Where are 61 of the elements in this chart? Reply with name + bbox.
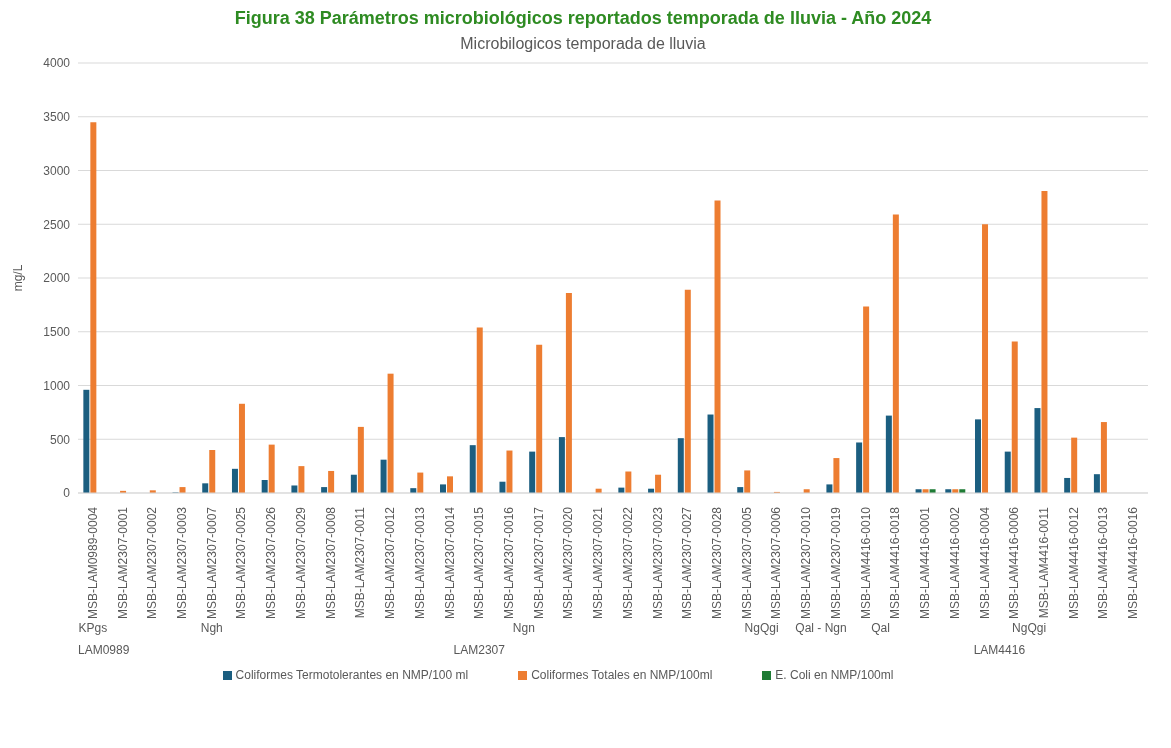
y-tick-label: 0 (63, 486, 71, 501)
x-tick-label: MSB-LAM2307-0026 (264, 506, 279, 620)
x-tick-label: MSB-LAM2307-0015 (472, 506, 487, 620)
x-tick-label: MSB-LAM2307-0014 (442, 506, 457, 620)
x-tick-label: MSB-LAM2307-0021 (591, 506, 606, 620)
x-tick-label: MSB-LAM4416-0006 (1007, 506, 1022, 620)
x-tick-label: MSB-LAM2307-0027 (680, 506, 695, 620)
text: Qal (870, 621, 891, 635)
text: KPgs (78, 621, 108, 635)
x-tick-label: MSB-LAM4416-0002 (947, 506, 962, 620)
x-tick-label: MSB-LAM2307-0005 (739, 506, 754, 620)
text: LAM2307 (453, 643, 505, 657)
legend-label: Coliformes Termotolerantes en NMP/100 ml (235, 668, 469, 682)
chart-subtitle: Microbilogicos temporada de lluvia (459, 35, 707, 53)
x-tick-label: MSB-LAM2307-0025 (234, 506, 249, 620)
chart-title: Figura 38 Parámetros microbiológicos reportados temporada de lluvia - Año 2024 (233, 8, 933, 29)
x-tick-label: MSB-LAM2307-0007 (204, 506, 219, 620)
x-tick-label: MSB-LAM4416-0001 (918, 506, 933, 620)
x-tick-label: MSB-LAM2307-0023 (650, 506, 665, 620)
x-tick-label: MSB-LAM2307-0020 (561, 506, 576, 620)
x-tick-label: MSB-LAM2307-0002 (145, 506, 160, 620)
y-tick-label: 1000 (43, 378, 71, 393)
x-tick-label: MSB-LAM0989-0004 (85, 506, 100, 620)
y-axis-title: mg/L (11, 264, 26, 292)
y-tick-label: 3500 (43, 110, 71, 125)
x-tick-label: MSB-LAM4416-0013 (1096, 506, 1111, 620)
x-tick-label: MSB-LAM2307-0028 (710, 506, 725, 620)
x-tick-label: MSB-LAM2307-0022 (620, 506, 635, 620)
text: Ngn (511, 621, 536, 635)
x-tick-label: MSB-LAM4416-0018 (888, 506, 903, 620)
y-tick-label: 1500 (43, 325, 71, 340)
x-tick-label: MSB-LAM2307-0016 (501, 506, 516, 620)
x-tick-label: MSB-LAM2307-0010 (799, 506, 814, 620)
x-tick-label: MSB-LAM4416-0010 (858, 506, 873, 620)
x-tick-label: MSB-LAM4416-0004 (977, 506, 992, 620)
x-tick-label: MSB-LAM2307-0017 (531, 506, 546, 620)
x-tick-label: MSB-LAM4416-0012 (1066, 506, 1081, 620)
y-tick-label: 500 (49, 432, 71, 447)
text: LAM0989 (78, 643, 130, 657)
x-tick-label: MSB-LAM2307-0008 (323, 506, 338, 620)
x-tick-label: MSB-LAM2307-0006 (769, 506, 784, 620)
x-tick-label: MSB-LAM2307-0013 (412, 506, 427, 620)
legend-label: Coliformes Totales en NMP/100ml (531, 668, 713, 682)
y-tick-label: 2500 (43, 217, 71, 232)
text: LAM4416 (972, 643, 1027, 657)
x-tick-label: MSB-LAM2307-0011 (353, 506, 368, 619)
x-tick-label: MSB-LAM2307-0029 (293, 506, 308, 620)
text: Ngh (199, 621, 224, 635)
x-tick-label: MSB-LAM2307-0019 (828, 506, 843, 620)
text: NgQgi (743, 621, 780, 635)
text: NgQgi (1011, 621, 1048, 635)
text: Qal - Ngn (794, 621, 848, 635)
y-tick-label: 4000 (43, 56, 71, 71)
y-tick-label: 2000 (43, 271, 71, 286)
x-tick-label: MSB-LAM4416-0016 (1126, 506, 1141, 620)
legend-label: E. Coli en NMP/100ml (775, 668, 894, 682)
x-tick-label: MSB-LAM2307-0003 (175, 506, 190, 620)
x-tick-label: MSB-LAM2307-0012 (383, 506, 398, 620)
y-tick-label: 3000 (43, 163, 71, 178)
x-tick-label: MSB-LAM2307-0001 (115, 506, 130, 620)
x-tick-label: MSB-LAM4416-0011 (1036, 506, 1051, 619)
